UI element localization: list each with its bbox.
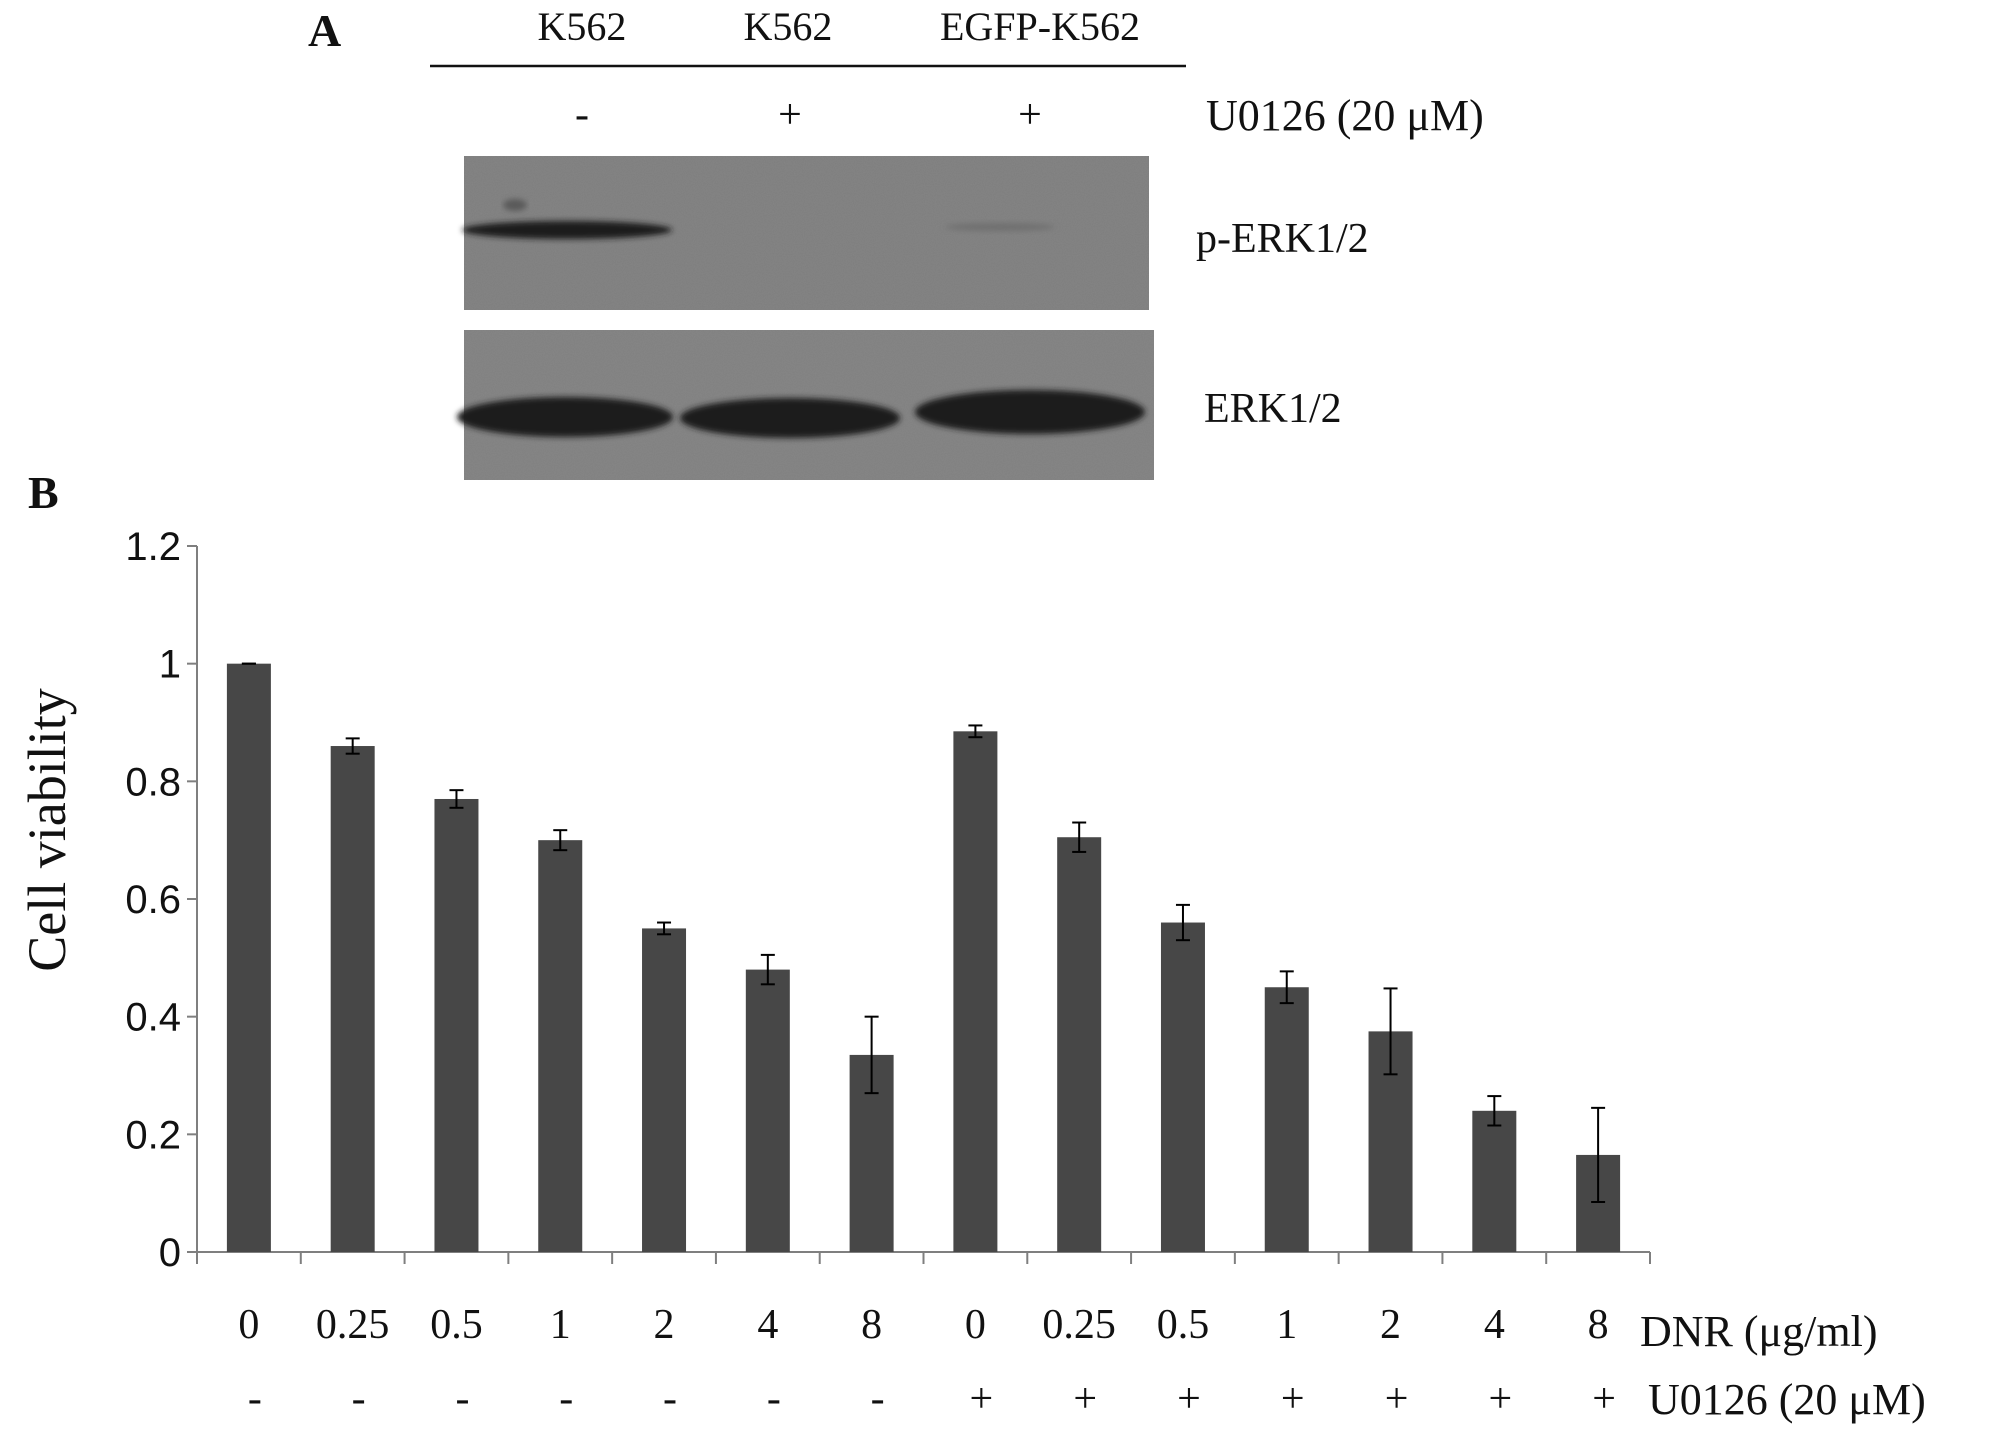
x-category-label: 0.25 bbox=[316, 1302, 390, 1348]
dnr-row-label: DNR (μg/ml) bbox=[1640, 1307, 1877, 1356]
u0126-sign-label: + bbox=[1488, 1376, 1512, 1422]
x-category-label: 4 bbox=[1484, 1302, 1505, 1348]
x-category-label: 4 bbox=[757, 1302, 778, 1348]
blot-p-erk-faint-band-lane-3 bbox=[945, 223, 1055, 231]
u0126-sign-labels: - - - - - - - + + + + + + + bbox=[248, 1376, 1616, 1422]
y-tick-label: 0.8 bbox=[125, 760, 181, 804]
x-category-label: 1 bbox=[550, 1302, 571, 1348]
blot-erk-band-lane-2 bbox=[680, 398, 900, 438]
cell-line-label-2: K562 bbox=[744, 4, 833, 49]
u0126-sign-label: + bbox=[1385, 1376, 1409, 1422]
bar bbox=[1472, 1110, 1517, 1252]
y-tick-label: 0.2 bbox=[125, 1113, 181, 1157]
u0126-sign-label: - bbox=[871, 1376, 885, 1422]
error-bar-series bbox=[241, 662, 1606, 1203]
blot-p-erk-smudge bbox=[503, 199, 527, 211]
u0126-sign-label: - bbox=[455, 1376, 469, 1422]
u0126-sign-label: - bbox=[248, 1376, 262, 1422]
x-category-label: 0.25 bbox=[1042, 1302, 1116, 1348]
x-category-labels: 0 0.25 0.5 1 2 4 8 0 0.25 0.5 1 2 4 8 bbox=[238, 1302, 1608, 1348]
bar bbox=[1264, 987, 1309, 1252]
x-axis bbox=[196, 1251, 1651, 1264]
blot-erk bbox=[457, 330, 1154, 480]
cell-line-label-3: EGFP-K562 bbox=[940, 4, 1140, 49]
bar bbox=[538, 840, 583, 1252]
u0126-sign-label: + bbox=[1177, 1376, 1201, 1422]
cell-line-label-1: K562 bbox=[538, 4, 627, 49]
treatment-sign-3: + bbox=[1018, 92, 1042, 138]
treatment-label: U0126 (20 μM) bbox=[1206, 91, 1484, 140]
u0126-sign-label: - bbox=[352, 1376, 366, 1422]
x-category-label: 1 bbox=[1276, 1302, 1297, 1348]
blot-p-erk bbox=[462, 156, 1149, 310]
blot-erk-band-lane-3 bbox=[915, 390, 1145, 434]
y-tick-label: 0.6 bbox=[125, 878, 181, 922]
bar bbox=[745, 969, 790, 1252]
panel-a-label: A bbox=[308, 5, 341, 56]
bar-series bbox=[226, 663, 1621, 1252]
bar bbox=[1057, 837, 1102, 1252]
bar bbox=[953, 731, 998, 1252]
blot-row-label-p-erk: p-ERK1/2 bbox=[1196, 216, 1369, 262]
u0126-sign-label: - bbox=[767, 1376, 781, 1422]
blot-row-label-erk: ERK1/2 bbox=[1204, 386, 1342, 432]
x-category-label: 8 bbox=[861, 1302, 882, 1348]
x-category-label: 2 bbox=[1380, 1302, 1401, 1348]
u0126-sign-label: - bbox=[559, 1376, 573, 1422]
bar bbox=[1160, 922, 1205, 1252]
y-tick-label: 1.2 bbox=[125, 525, 181, 569]
u0126-sign-label: - bbox=[663, 1376, 677, 1422]
bar bbox=[642, 928, 687, 1252]
panel-b-label: B bbox=[28, 467, 59, 518]
x-category-label: 0.5 bbox=[1157, 1302, 1210, 1348]
y-tick-label: 0.4 bbox=[125, 996, 181, 1040]
panel-a: A K562 K562 EGFP-K562 - + + U0126 (20 μM… bbox=[308, 4, 1484, 480]
x-category-label: 2 bbox=[654, 1302, 675, 1348]
u0126-sign-label: + bbox=[1281, 1376, 1305, 1422]
panel-b: B Cell viability 0 0.2 0.4 0.6 0.8 1 1.2 0 0.25… bbox=[17, 467, 1926, 1424]
bar bbox=[330, 746, 375, 1252]
x-category-label: 0 bbox=[238, 1302, 259, 1348]
blot-erk-band-lane-1 bbox=[457, 397, 673, 437]
y-tick-label: 0 bbox=[159, 1231, 181, 1275]
treatment-sign-2: + bbox=[778, 92, 802, 138]
bar bbox=[226, 663, 271, 1252]
y-tick-label: 1 bbox=[159, 643, 181, 687]
x-category-label: 0 bbox=[965, 1302, 986, 1348]
treatment-sign-1: - bbox=[575, 92, 589, 138]
u0126-sign-label: + bbox=[1592, 1376, 1616, 1422]
y-axis: 0 0.2 0.4 0.6 0.8 1 1.2 bbox=[125, 525, 198, 1275]
u0126-row-label: U0126 (20 μM) bbox=[1648, 1375, 1926, 1424]
x-category-label: 0.5 bbox=[430, 1302, 483, 1348]
u0126-sign-label: + bbox=[970, 1376, 994, 1422]
x-category-label: 8 bbox=[1588, 1302, 1609, 1348]
bar bbox=[434, 798, 479, 1252]
u0126-sign-label: + bbox=[1073, 1376, 1097, 1422]
blot-p-erk-band-lane-1 bbox=[462, 221, 672, 239]
y-axis-title: Cell viability bbox=[17, 688, 77, 971]
